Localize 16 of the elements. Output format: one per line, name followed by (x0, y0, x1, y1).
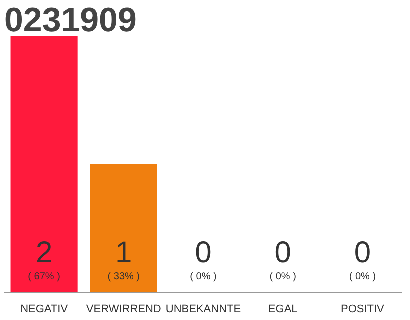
annotation: ( 0% ) (190, 272, 217, 282)
chart-title: 0231909 (4, 2, 137, 40)
data-label: 0 (274, 236, 292, 270)
annotation: ( 33% ) (108, 272, 140, 282)
data-label: 2 (36, 236, 53, 270)
x-tick-label: VERWIRREND (86, 304, 162, 316)
x-tick-label: UNBEKANNTE (166, 304, 242, 316)
annotation: ( 0% ) (349, 272, 376, 282)
data-label: 0 (354, 236, 372, 270)
data-label: 0 (195, 236, 212, 270)
annotation: ( 67% ) (28, 272, 60, 282)
x-tick-label: POSITIV (341, 304, 386, 316)
data-label: 1 (116, 236, 132, 270)
x-tick-label: EGAL (268, 304, 298, 316)
x-tick-label: NEGATIV (20, 304, 69, 316)
annotation: ( 0% ) (270, 272, 296, 282)
